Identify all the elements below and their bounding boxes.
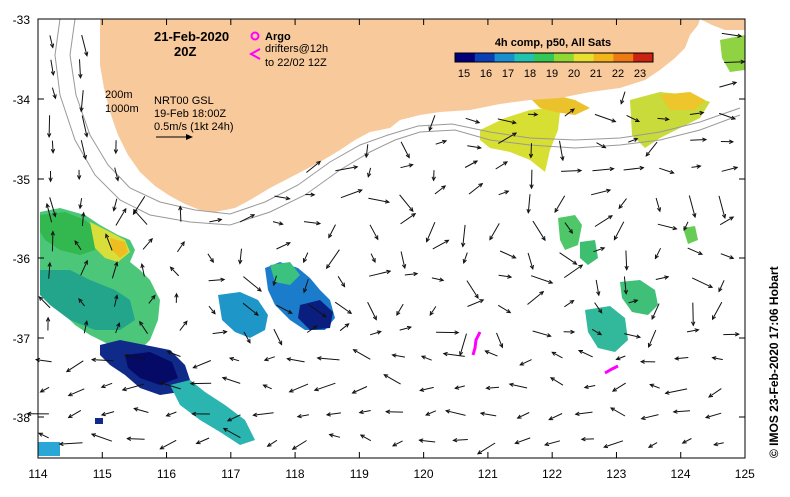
colorbar-tick: 21 xyxy=(590,68,602,80)
depth-1000-label: 1000m xyxy=(105,103,139,115)
y-tick-label: -37 xyxy=(13,332,31,346)
drifters-to-label: to 22/02 12Z xyxy=(265,57,327,69)
argo-label: Argo xyxy=(265,31,291,43)
scale-label: 0.5m/s (1kt 24h) xyxy=(154,121,233,133)
colorbar-tick: 20 xyxy=(568,68,580,80)
colorbar-swatch xyxy=(574,53,594,62)
current-arrow xyxy=(52,232,53,252)
current-arrow xyxy=(180,207,181,222)
colorbar-swatch xyxy=(594,53,614,62)
date-label: 21-Feb-2020 xyxy=(154,29,229,44)
product-date: 19-Feb 18:00Z xyxy=(154,108,226,120)
y-tick-label: -38 xyxy=(13,411,31,425)
depth-200-label: 200m xyxy=(105,89,133,101)
colorbar-tick: 15 xyxy=(458,68,470,80)
x-tick-label: 123 xyxy=(606,467,626,481)
colorbar-tick: 17 xyxy=(502,68,514,80)
colorbar-tick: 23 xyxy=(634,68,646,80)
current-arrow xyxy=(49,115,50,137)
colorbar-title: 4h comp, p50, All Sats xyxy=(495,37,611,49)
colorbar-swatch xyxy=(455,53,475,62)
colorbar-tick: 18 xyxy=(524,68,536,80)
colorbar-swatch xyxy=(633,53,653,62)
colorbar-swatch xyxy=(514,53,534,62)
y-tick-label: -36 xyxy=(13,252,31,266)
colorbar-swatch xyxy=(475,53,495,62)
current-arrow xyxy=(693,303,694,326)
x-tick-label: 124 xyxy=(670,467,690,481)
colorbar-swatch xyxy=(613,53,633,62)
time-label: 20Z xyxy=(174,44,196,59)
y-tick-label: -34 xyxy=(13,93,31,107)
x-tick-label: 116 xyxy=(157,467,176,481)
x-tick-label: 125 xyxy=(735,467,755,481)
credit-label: © IMOS 23-Feb-2020 17:06 Hobart xyxy=(767,266,781,458)
x-tick-label: 121 xyxy=(478,467,498,481)
product-label: NRT00 GSL xyxy=(154,95,214,107)
x-tick-label: 115 xyxy=(93,467,112,481)
colorbar-swatches xyxy=(455,53,654,62)
colorbar-ticks: 15 16 17 18 19 20 21 22 23 xyxy=(458,68,646,80)
current-arrow xyxy=(127,439,144,440)
colorbar-swatch xyxy=(554,53,574,62)
colorbar-tick: 16 xyxy=(480,68,492,80)
colorbar-tick: 22 xyxy=(612,68,624,80)
drifters-label: drifters@12h xyxy=(265,43,328,55)
x-axis: 114 115 116 117 118 119 120 121 122 123 … xyxy=(28,467,755,481)
x-tick-label: 119 xyxy=(350,467,369,481)
y-tick-label: -33 xyxy=(13,13,31,27)
current-arrow xyxy=(531,143,532,157)
colorbar-swatch xyxy=(534,53,554,62)
x-tick-label: 120 xyxy=(413,467,433,481)
colorbar-swatch xyxy=(495,53,515,62)
x-tick-label: 117 xyxy=(221,467,240,481)
x-tick-label: 118 xyxy=(285,467,304,481)
y-axis: -33 -34 -35 -36 -37 -38 xyxy=(13,13,31,425)
sst-patch-speck xyxy=(95,418,103,424)
x-tick-label: 114 xyxy=(28,467,47,481)
x-tick-label: 122 xyxy=(542,467,562,481)
y-tick-label: -35 xyxy=(13,173,31,187)
sst-patch-sw-corner xyxy=(38,442,60,456)
colorbar-tick: 19 xyxy=(546,68,558,80)
